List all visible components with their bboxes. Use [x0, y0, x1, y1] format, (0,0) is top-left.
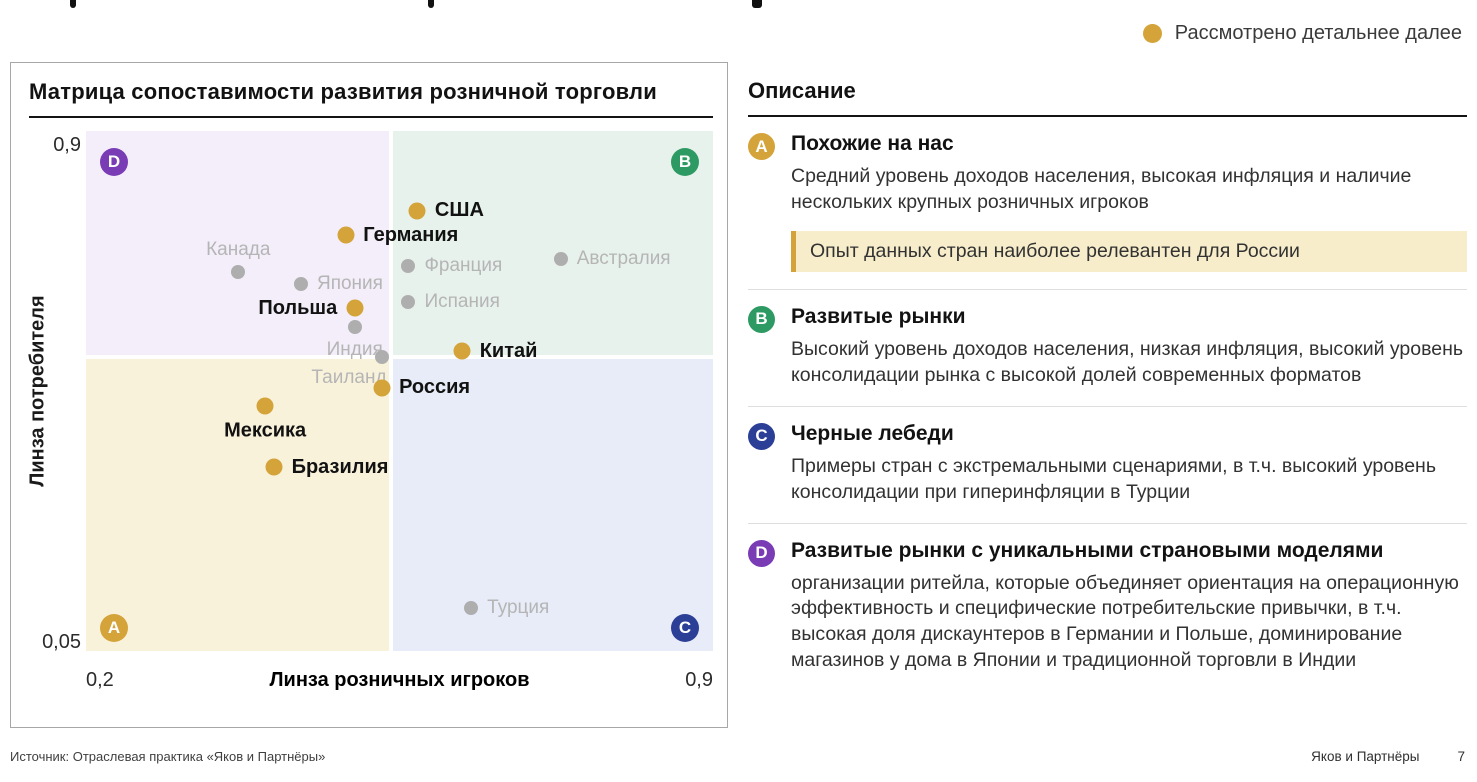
point-label: Франция [424, 254, 503, 276]
scatter-point-7: Испания [401, 291, 500, 312]
description-body: Примеры стран с экстремальными сценариям… [791, 454, 1436, 503]
description-body: организации ритейла, которые объединяет … [791, 571, 1459, 672]
scatter-point-2: Канада [206, 239, 270, 279]
description-item-C: C Черные лебеди Примеры стран с экстремаль… [748, 405, 1467, 523]
quadrant-D [86, 131, 391, 358]
description-title: Развитые рынки [791, 304, 966, 328]
scatter-point-13: Бразилия [265, 456, 388, 478]
quadrant-badge-C: C [671, 614, 699, 642]
scatter-point-4: Австралия [553, 248, 671, 269]
scatter-point-12: Мексика [224, 397, 306, 442]
clipped-title-fragment [428, 0, 434, 8]
point-label: Турция [487, 597, 550, 619]
point-label: Россия [399, 376, 471, 399]
quadrant-divider-horizontal [86, 355, 713, 360]
brand-name: Яков и Партнёры [1311, 749, 1420, 764]
scatter-point-8: Индия [327, 319, 383, 360]
scatter-point-6: Польша [258, 297, 364, 319]
description-content: Развитые рынки Высокий уровень доходов на… [791, 305, 1467, 389]
x-min-tick: 0,2 [86, 669, 114, 691]
scatter-point-11: Россия [373, 376, 470, 398]
y-max-tick: 0,9 [53, 134, 81, 156]
point-dot-icon [231, 264, 246, 279]
description-content: Развитые рынки с уникальными страновыми … [791, 539, 1467, 675]
y-min-tick: 0,05 [42, 631, 81, 653]
scatter-point-14: Турция [464, 597, 549, 618]
quadrant-badge-D: D [100, 148, 128, 176]
chart-title: Матрица сопоставимости развития рознично… [29, 79, 713, 118]
point-label: США [434, 199, 484, 222]
chart-card: Матрица сопоставимости развития рознично… [10, 62, 728, 728]
point-dot-icon [256, 397, 274, 415]
scatter-point-9: Таиланд [311, 350, 389, 388]
x-axis-label: Линза розничных игроков [269, 669, 530, 691]
point-dot-icon [337, 226, 355, 244]
description-body: Средний уровень доходов населения, высок… [791, 165, 1412, 213]
point-dot-icon [453, 342, 471, 360]
point-dot-icon [373, 379, 391, 397]
point-label: Таиланд [311, 367, 387, 389]
highlighted-dot-icon [1142, 24, 1162, 43]
quadrant-badge-B: B [671, 148, 699, 176]
category-badge-B: B [748, 305, 775, 333]
category-badge-A: A [748, 133, 775, 160]
description-items: A Похожие на нас Средний уровень доходов н… [748, 117, 1467, 691]
description-title: Развитые рынки с уникальными страновыми … [791, 538, 1384, 562]
point-label: Канада [206, 238, 271, 260]
point-dot-icon [347, 319, 362, 334]
plot-area: D B A C США Германия Канада Франция Австралия Япо… [86, 131, 713, 651]
point-label: Испания [424, 291, 500, 313]
clipped-title-fragment [70, 0, 76, 8]
footer: Источник: Отраслевая практика «Яков и Па… [10, 749, 1465, 764]
point-dot-icon [553, 252, 568, 267]
clipped-title-fragment [752, 0, 762, 8]
point-dot-icon [265, 458, 283, 476]
description-callout: Опыт данных стран наиболее релевантен дл… [791, 230, 1467, 272]
quadrant-C [390, 357, 713, 651]
point-dot-icon [293, 276, 308, 291]
description-item-D: D Развитые рынки с уникальными страновыми… [748, 522, 1467, 692]
description-content: Черные лебеди Примеры стран с экстремальн… [791, 422, 1467, 506]
point-dot-icon [401, 295, 416, 310]
point-label: Мексика [224, 419, 307, 442]
description-item-B: B Развитые рынки Высокий уровень доходов н… [748, 288, 1467, 406]
point-dot-icon [408, 202, 426, 220]
quadrant-badge-A: A [100, 614, 128, 642]
point-label: Польша [258, 296, 338, 319]
page-number: 7 [1457, 749, 1465, 764]
point-label: Австралия [576, 248, 671, 270]
description-body: Высокий уровень доходов населения, низка… [791, 337, 1464, 386]
point-dot-icon [464, 601, 479, 616]
y-axis-label: Линза потребителя [26, 295, 49, 487]
point-dot-icon [374, 350, 389, 365]
point-label: Япония [316, 272, 383, 294]
x-max-tick: 0,9 [685, 669, 713, 691]
description-heading: Описание [748, 78, 1467, 117]
category-badge-D: D [748, 539, 775, 567]
source-note: Источник: Отраслевая практика «Яков и Па… [10, 749, 326, 764]
scatter-point-3: Франция [401, 255, 502, 276]
point-dot-icon [401, 258, 416, 273]
point-dot-icon [346, 299, 364, 317]
description-item-A: A Похожие на нас Средний уровень доходов н… [748, 117, 1467, 289]
footer-right: Яков и Партнёры 7 [1311, 749, 1465, 764]
legend-label: Рассмотрено детальнее далее [1174, 22, 1462, 44]
description-content: Похожие на нас Средний уровень доходов на… [791, 132, 1467, 272]
quadrant-divider-vertical [388, 131, 393, 651]
scatter-point-5: Япония [293, 273, 383, 294]
category-badge-C: C [748, 422, 775, 450]
scatter-point-10: Китай [453, 340, 537, 362]
quadrant-B [390, 131, 713, 358]
description-title: Черные лебеди [791, 421, 954, 445]
quadrant-A [86, 357, 391, 651]
description-title: Похожие на нас [791, 132, 954, 155]
legend: Рассмотрено детальнее далее [1142, 22, 1462, 45]
description-panel: Описание A Похожие на нас Средний уровень … [748, 78, 1467, 691]
point-label: Индия [326, 338, 383, 360]
scatter-point-1: Германия [337, 224, 458, 246]
scatter-point-0: США [408, 199, 484, 221]
point-label: Германия [363, 223, 459, 246]
point-label: Бразилия [291, 455, 389, 478]
point-label: Китай [479, 339, 538, 362]
